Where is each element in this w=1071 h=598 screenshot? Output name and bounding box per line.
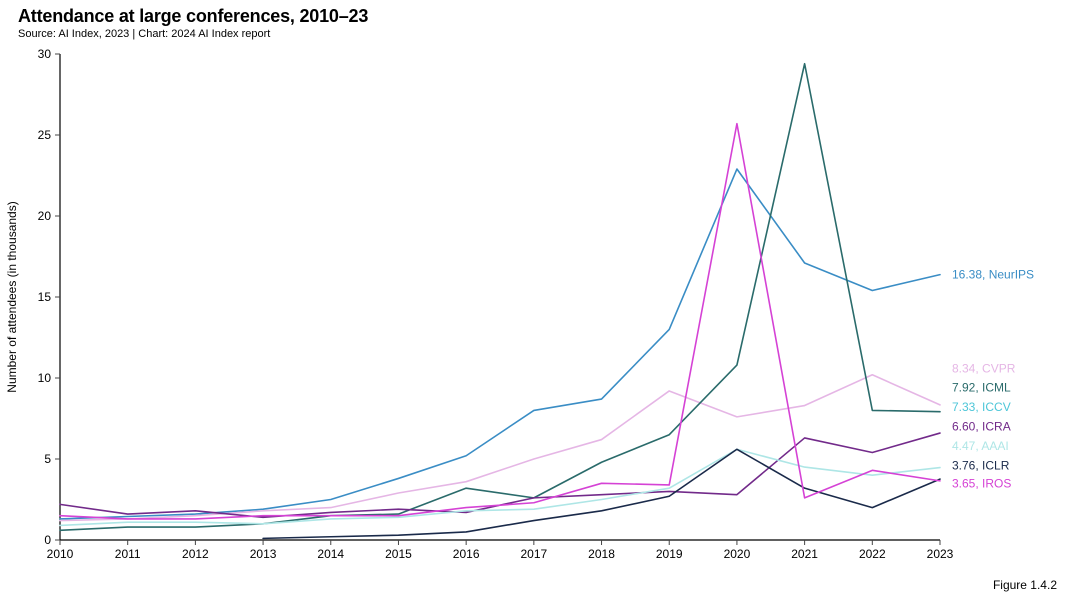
series-label-cvpr: 8.34, CVPR: [952, 361, 1016, 375]
x-tick-label: 2012: [182, 547, 209, 561]
x-tick-label: 2023: [927, 547, 954, 561]
x-tick-label: 2016: [453, 547, 480, 561]
x-tick-label: 2014: [317, 547, 344, 561]
x-tick-label: 2017: [520, 547, 547, 561]
y-tick-label: 25: [38, 128, 52, 142]
series-label-iclr: 3.76, ICLR: [952, 458, 1010, 472]
figure-label: Figure 1.4.2: [993, 578, 1057, 592]
chart-title: Attendance at large conferences, 2010–23: [18, 6, 368, 27]
x-tick-label: 2020: [724, 547, 751, 561]
y-axis-title: Number of attendees (in thousands): [5, 201, 19, 392]
x-tick-label: 2021: [791, 547, 818, 561]
x-tick-label: 2022: [859, 547, 886, 561]
y-tick-label: 5: [44, 452, 51, 466]
y-tick-label: 30: [38, 47, 52, 61]
series-label-icml: 7.92, ICML: [952, 381, 1011, 395]
series-label-icra: 6.60, ICRA: [952, 420, 1011, 434]
x-tick-label: 2019: [656, 547, 683, 561]
series-neurips: [60, 169, 940, 519]
y-tick-label: 15: [38, 290, 52, 304]
y-tick-label: 10: [38, 371, 52, 385]
series-cvpr: [60, 375, 940, 521]
chart-subtitle: Source: AI Index, 2023 | Chart: 2024 AI …: [18, 28, 270, 40]
x-tick-label: 2018: [588, 547, 615, 561]
series-icml: [60, 64, 940, 531]
y-tick-label: 0: [44, 533, 51, 547]
series-label-iros: 3.65, IROS: [952, 476, 1011, 490]
series-label-iccv: 7.33, ICCV: [952, 400, 1011, 414]
series-label-neurips: 16.38, NeurIPS: [952, 268, 1034, 282]
x-tick-label: 2010: [47, 547, 74, 561]
series-iros: [60, 124, 940, 519]
x-tick-label: 2015: [385, 547, 412, 561]
y-tick-label: 20: [38, 209, 52, 223]
line-chart: 0 5 10 15 20 25 30 Number of attendees (in thou…: [0, 0, 1071, 598]
x-tick-label: 2013: [250, 547, 277, 561]
series-label-aaai: 4.47, AAAI: [952, 439, 1009, 453]
x-tick-label: 2011: [115, 547, 141, 561]
